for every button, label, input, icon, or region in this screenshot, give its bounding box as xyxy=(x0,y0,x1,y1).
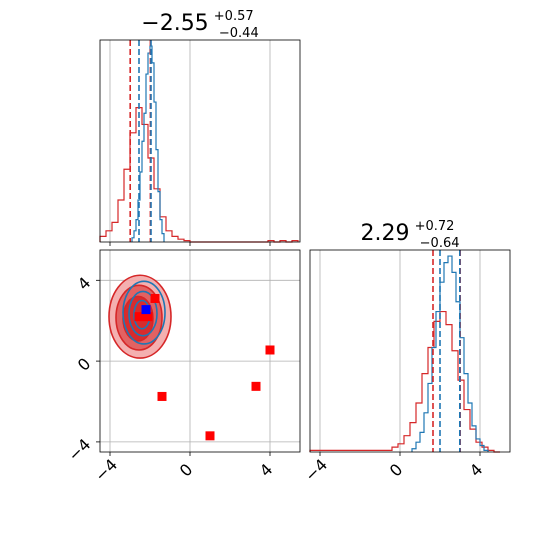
x-tick-label: 0 xyxy=(176,460,197,481)
title-1-lower: −0.44 xyxy=(219,26,259,41)
marginal-2-title: 2.29 +0.72 −0.64 xyxy=(360,215,459,251)
y-tick-label: −4 xyxy=(64,435,94,465)
x-tick-label: 4 xyxy=(466,460,487,481)
blue-square-marker xyxy=(141,305,151,315)
title-2-lower: −0.64 xyxy=(420,236,460,251)
red-square-marker-3 xyxy=(157,391,167,401)
marginal-1-title: −2.55 +0.57 −0.44 xyxy=(141,5,258,41)
joint-frame xyxy=(99,249,301,453)
title-1-value: −2.55 xyxy=(141,11,208,36)
y-tick-label: 4 xyxy=(74,273,95,294)
blue-contour-0 xyxy=(122,280,166,345)
y-tick-label: 0 xyxy=(74,354,95,375)
marginal-2-frame xyxy=(309,249,511,453)
blue-contour-1 xyxy=(128,290,158,337)
x-tick-label: 4 xyxy=(256,460,277,481)
red-square-marker-0 xyxy=(150,293,160,303)
x-tick-label: −4 xyxy=(91,455,121,485)
red-square-marker-6 xyxy=(265,345,275,355)
marginal-1-frame xyxy=(99,39,301,243)
red-square-marker-4 xyxy=(205,431,215,441)
title-1-upper: +0.57 xyxy=(214,9,254,24)
red-square-marker-1 xyxy=(134,312,144,322)
hist-1-series-0 xyxy=(99,107,299,243)
joint-contour-panel: −4 0 4 −4 0 4 xyxy=(64,249,301,485)
title-2-value: 2.29 xyxy=(360,221,409,246)
title-2-upper: +0.72 xyxy=(415,219,455,234)
red-square-marker-5 xyxy=(251,381,261,391)
x-tick-label: −4 xyxy=(301,455,331,485)
red-square-marker-2 xyxy=(143,312,153,322)
hist-2-series-0 xyxy=(309,310,500,453)
hist-1-series-1 xyxy=(131,45,165,242)
marginal-histogram-param-2: −4 0 4 2.29 +0.72 −0.64 xyxy=(301,215,511,485)
marginal-histogram-param-1: −2.55 +0.57 −0.44 xyxy=(99,5,301,246)
x-tick-label: 0 xyxy=(386,460,407,481)
hist-2-series-1 xyxy=(411,255,489,452)
